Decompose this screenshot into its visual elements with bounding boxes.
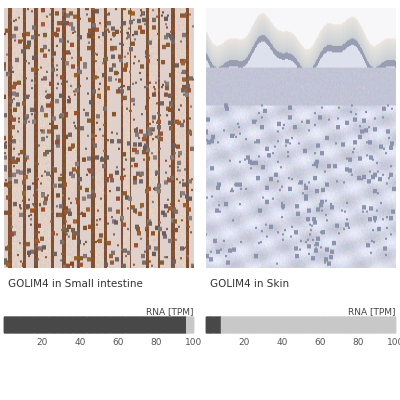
FancyBboxPatch shape <box>186 316 194 334</box>
FancyBboxPatch shape <box>342 316 351 334</box>
FancyBboxPatch shape <box>304 316 313 334</box>
FancyBboxPatch shape <box>274 316 282 334</box>
FancyBboxPatch shape <box>171 316 179 334</box>
Text: 60: 60 <box>314 338 326 346</box>
FancyBboxPatch shape <box>148 316 156 334</box>
Text: GOLIM4 in Small intestine: GOLIM4 in Small intestine <box>8 279 143 289</box>
FancyBboxPatch shape <box>282 316 290 334</box>
FancyBboxPatch shape <box>57 316 65 334</box>
FancyBboxPatch shape <box>95 316 103 334</box>
FancyBboxPatch shape <box>11 316 20 334</box>
FancyBboxPatch shape <box>178 316 187 334</box>
FancyBboxPatch shape <box>251 316 260 334</box>
FancyBboxPatch shape <box>213 316 222 334</box>
Text: 60: 60 <box>112 338 124 346</box>
FancyBboxPatch shape <box>388 316 396 334</box>
FancyBboxPatch shape <box>118 316 126 334</box>
FancyBboxPatch shape <box>259 316 267 334</box>
FancyBboxPatch shape <box>34 316 42 334</box>
FancyBboxPatch shape <box>72 316 80 334</box>
Text: RNA [TPM]: RNA [TPM] <box>348 307 396 316</box>
FancyBboxPatch shape <box>19 316 27 334</box>
FancyBboxPatch shape <box>87 316 96 334</box>
Text: 100: 100 <box>185 338 203 346</box>
FancyBboxPatch shape <box>4 316 12 334</box>
FancyBboxPatch shape <box>133 316 141 334</box>
Text: 20: 20 <box>36 338 48 346</box>
FancyBboxPatch shape <box>80 316 88 334</box>
FancyBboxPatch shape <box>236 316 244 334</box>
FancyBboxPatch shape <box>125 316 134 334</box>
FancyBboxPatch shape <box>26 316 35 334</box>
FancyBboxPatch shape <box>244 316 252 334</box>
FancyBboxPatch shape <box>327 316 336 334</box>
FancyBboxPatch shape <box>266 316 275 334</box>
Text: 80: 80 <box>352 338 364 346</box>
Text: 40: 40 <box>74 338 86 346</box>
FancyBboxPatch shape <box>49 316 58 334</box>
FancyBboxPatch shape <box>42 316 50 334</box>
FancyBboxPatch shape <box>320 316 328 334</box>
FancyBboxPatch shape <box>221 316 229 334</box>
FancyBboxPatch shape <box>102 316 111 334</box>
Text: 40: 40 <box>276 338 288 346</box>
FancyBboxPatch shape <box>373 316 381 334</box>
FancyBboxPatch shape <box>289 316 298 334</box>
FancyBboxPatch shape <box>110 316 118 334</box>
FancyBboxPatch shape <box>358 316 366 334</box>
FancyBboxPatch shape <box>163 316 172 334</box>
FancyBboxPatch shape <box>312 316 320 334</box>
Text: RNA [TPM]: RNA [TPM] <box>146 307 194 316</box>
FancyBboxPatch shape <box>140 316 149 334</box>
FancyBboxPatch shape <box>335 316 343 334</box>
FancyBboxPatch shape <box>297 316 305 334</box>
FancyBboxPatch shape <box>64 316 73 334</box>
FancyBboxPatch shape <box>380 316 389 334</box>
FancyBboxPatch shape <box>350 316 358 334</box>
FancyBboxPatch shape <box>206 316 214 334</box>
Text: 100: 100 <box>387 338 400 346</box>
Text: 80: 80 <box>150 338 162 346</box>
FancyBboxPatch shape <box>228 316 237 334</box>
Text: GOLIM4 in Skin: GOLIM4 in Skin <box>210 279 289 289</box>
FancyBboxPatch shape <box>365 316 374 334</box>
FancyBboxPatch shape <box>156 316 164 334</box>
Text: 20: 20 <box>238 338 250 346</box>
